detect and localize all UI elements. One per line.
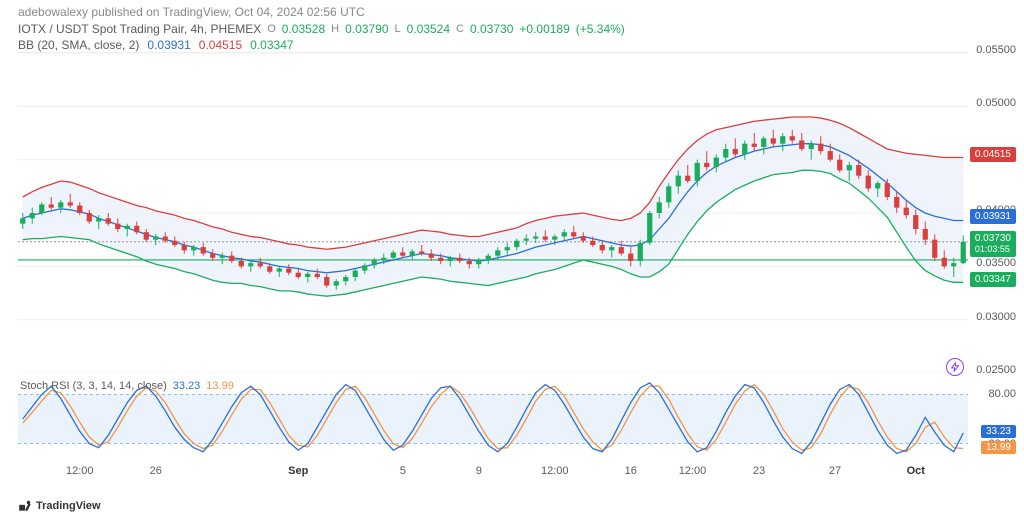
publisher: adebowalexy: [18, 5, 88, 19]
tv-brand-text: TradingView: [36, 500, 101, 512]
stoch-y-axis: 80.0020.0033.2313.99: [968, 378, 1020, 460]
x-tick-label: 5: [400, 465, 406, 477]
high-label: H: [331, 23, 339, 35]
bb-legend-row: BB (20, SMA, close, 2) 0.03931 0.04515 0…: [18, 38, 294, 52]
close-label: C: [456, 23, 464, 35]
price-y-axis: 0.055000.050000.045000.040000.035000.030…: [968, 50, 1020, 380]
x-tick-label: 12:00: [541, 465, 569, 477]
stoch-rsi-pane[interactable]: Stoch RSI (3, 3, 14, 14, close) 33.23 13…: [18, 378, 968, 460]
x-tick-label: 23: [753, 465, 765, 477]
y-tick-label: 0.03500: [976, 257, 1016, 269]
x-tick-label: 9: [476, 465, 482, 477]
stoch-d-value: 13.99: [206, 380, 234, 392]
time-x-axis: 12:00 26 Sep 5 9 12:00 16 12:00 23 27 Oct: [18, 465, 968, 483]
stoch-axis-label: 13.99: [981, 441, 1016, 454]
snapshot-icon[interactable]: [946, 358, 964, 376]
y-tick-label: 0.02500: [976, 364, 1016, 376]
high-value: 0.03790: [345, 22, 388, 36]
x-tick-label: 27: [829, 465, 841, 477]
close-value: 0.03730: [470, 22, 513, 36]
bb-mid-value: 0.03931: [147, 38, 190, 52]
main-chart-svg: [18, 53, 968, 373]
low-label: L: [395, 23, 401, 35]
change-value: +0.00189: [519, 22, 569, 36]
price-axis-label: 0.03347: [970, 272, 1016, 287]
publish-timestamp: Oct 04, 2024 02:56 UTC: [235, 5, 365, 19]
stoch-y-tick: 80.00: [988, 388, 1016, 400]
tradingview-logo[interactable]: TradingView: [18, 499, 101, 513]
y-tick-label: 0.05000: [976, 97, 1016, 109]
published-prefix: published on: [91, 5, 159, 19]
bb-name[interactable]: BB (20, SMA, close, 2): [18, 38, 139, 52]
x-tick-label: 12:00: [66, 465, 94, 477]
y-tick-label: 0.03000: [976, 311, 1016, 323]
price-axis-label: 0.03931: [970, 209, 1016, 224]
stoch-name[interactable]: Stoch RSI (3, 3, 14, 14, close): [20, 380, 167, 392]
open-label: O: [267, 23, 276, 35]
platform-name: TradingView,: [163, 5, 232, 19]
price-axis-label: 0.0373001:03:55: [970, 231, 1016, 257]
open-value: 0.03528: [282, 22, 325, 36]
x-tick-label: 12:00: [679, 465, 707, 477]
symbol-info-row: IOTX / USDT Spot Trading Pair, 4h, PHEME…: [18, 22, 625, 36]
bb-lower-value: 0.03347: [250, 38, 293, 52]
x-tick-label: 16: [625, 465, 637, 477]
price-axis-label: 0.04515: [970, 147, 1016, 162]
stoch-legend: Stoch RSI (3, 3, 14, 14, close) 33.23 13…: [20, 380, 234, 392]
tv-logo-icon: [18, 499, 32, 513]
low-value: 0.03524: [407, 22, 450, 36]
change-pct: (+5.34%): [576, 22, 625, 36]
x-tick-label: 26: [150, 465, 162, 477]
symbol-pair[interactable]: IOTX / USDT Spot Trading Pair, 4h, PHEME…: [18, 22, 261, 36]
stoch-axis-label: 33.23: [981, 425, 1016, 438]
publish-header: adebowalexy published on TradingView, Oc…: [18, 5, 365, 19]
bb-upper-value: 0.04515: [199, 38, 242, 52]
stoch-k-value: 33.23: [173, 380, 201, 392]
x-tick-label: Sep: [288, 465, 308, 477]
x-tick-label: Oct: [907, 465, 925, 477]
main-price-chart[interactable]: [18, 52, 968, 372]
y-tick-label: 0.05500: [976, 44, 1016, 56]
